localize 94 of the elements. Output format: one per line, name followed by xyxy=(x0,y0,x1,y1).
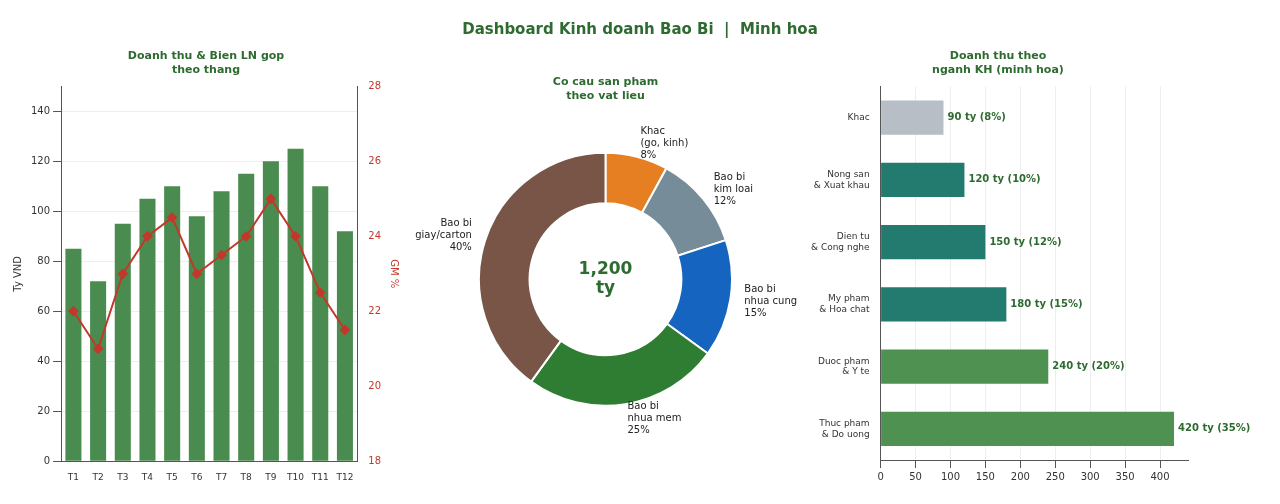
x-tick-label: 250 xyxy=(1045,470,1065,482)
x-tick-label: T4 xyxy=(140,471,154,482)
bar xyxy=(881,287,1007,322)
y2-tick-label: 20 xyxy=(368,379,382,391)
y-tick-label: 80 xyxy=(37,254,51,266)
y-tick-label: 20 xyxy=(37,404,51,416)
x-tick-label: 300 xyxy=(1080,470,1100,482)
y2-tick-label: 28 xyxy=(368,79,382,91)
x-tick-label: T1 xyxy=(66,471,80,482)
y2-tick-label: 26 xyxy=(368,154,382,166)
point xyxy=(93,343,104,354)
y-tick-label: 40 xyxy=(37,354,51,366)
y-tick-label: 60 xyxy=(37,304,51,316)
data-label: 180 ty (15%) xyxy=(1010,297,1083,309)
data-label: 25% xyxy=(627,423,650,435)
x-tick-label: T8 xyxy=(239,471,253,482)
point xyxy=(68,306,79,317)
bar xyxy=(881,100,944,135)
y-tick-label: Dien tu & Cong nghe xyxy=(811,231,871,252)
y2-axis-title: GM % xyxy=(389,259,401,289)
slice-label: Khac (go, kinh) xyxy=(640,124,689,148)
slice-label: Bao bi nhua cung xyxy=(744,282,798,306)
bar xyxy=(213,191,230,461)
point xyxy=(339,325,350,336)
point xyxy=(167,212,178,223)
x-tick-label: T7 xyxy=(214,471,228,482)
y-tick-label: 0 xyxy=(43,454,51,466)
bar xyxy=(312,186,329,461)
data-label: 150 ty (12%) xyxy=(989,235,1062,247)
bar xyxy=(139,198,156,461)
data-label: 8% xyxy=(640,148,657,160)
y2-tick-label: 24 xyxy=(368,229,382,241)
slice-label: Bao bi nhua mem xyxy=(627,399,682,423)
y2-tick-label: 18 xyxy=(368,454,382,466)
x-tick-label: 100 xyxy=(940,470,961,482)
point xyxy=(265,193,276,204)
y-tick-label: My pham & Hoa chat xyxy=(819,293,871,315)
slice-label: Bao bi giay/carton xyxy=(415,217,472,241)
y-tick-label: Khac xyxy=(847,111,870,122)
chart-title: Doanh thu & Bien LN gop theo thang xyxy=(127,49,285,76)
data-label: 240 ty (20%) xyxy=(1052,360,1125,372)
chart-title: Doanh thu theo nganh KH (minh hoa) xyxy=(932,49,1064,76)
x-tick-label: T5 xyxy=(165,471,178,482)
y-tick-label: Duoc pham & Y te xyxy=(817,355,871,377)
bar xyxy=(238,173,255,461)
x-tick-label: 0 xyxy=(877,470,884,482)
bar xyxy=(881,162,965,197)
point xyxy=(117,268,128,279)
x-tick-label: T6 xyxy=(190,471,203,482)
y-tick-label: Nong san & Xuat khau xyxy=(813,168,870,190)
point xyxy=(142,231,153,242)
point xyxy=(191,268,202,279)
data-label: 120 ty (10%) xyxy=(968,173,1041,185)
x-tick-label: 200 xyxy=(1010,470,1030,482)
bar xyxy=(114,223,131,461)
data-label: 420 ty (35%) xyxy=(1178,422,1251,434)
data-label: 40% xyxy=(449,241,472,253)
x-tick-label: 350 xyxy=(1115,470,1135,482)
bar xyxy=(90,281,107,461)
text: Dashboard Kinh doanh Bao Bi | Minh hoa xyxy=(461,19,819,40)
y-tick-label: 140 xyxy=(30,104,51,116)
y-axis-title: Ty VND xyxy=(11,255,23,293)
data-label: 12% xyxy=(713,195,736,207)
y2-tick-label: 22 xyxy=(368,304,382,316)
bar xyxy=(881,349,1049,384)
slice-label: Bao bi kim loai xyxy=(713,171,754,195)
chart-title: Co cau san pham theo vat lieu xyxy=(552,75,659,102)
x-tick-label: 50 xyxy=(909,470,922,482)
x-tick-label: T3 xyxy=(116,471,129,482)
bar xyxy=(262,161,279,461)
y-tick-label: Thuc pham & Do uong xyxy=(818,417,870,439)
x-tick-label: T10 xyxy=(286,471,305,482)
y-tick-label: 100 xyxy=(30,204,51,216)
x-tick-label: T11 xyxy=(310,471,329,482)
bar xyxy=(881,411,1175,446)
bar xyxy=(336,231,353,461)
x-tick-label: T2 xyxy=(91,471,104,482)
x-tick-label: T12 xyxy=(335,471,354,482)
text: 1,200 ty xyxy=(578,258,633,298)
bar xyxy=(188,216,205,461)
bar xyxy=(65,248,82,461)
bar xyxy=(287,148,304,461)
bar xyxy=(881,224,986,260)
data-label: 15% xyxy=(744,306,767,318)
point xyxy=(216,250,227,261)
bar xyxy=(164,186,181,461)
point xyxy=(241,231,252,242)
x-tick-label: 400 xyxy=(1150,470,1170,482)
data-label: 90 ty (8%) xyxy=(947,111,1006,123)
point xyxy=(290,231,301,242)
x-tick-label: 150 xyxy=(975,470,995,482)
x-tick-label: T9 xyxy=(264,471,277,482)
y-tick-label: 120 xyxy=(30,154,51,166)
point xyxy=(315,287,326,298)
